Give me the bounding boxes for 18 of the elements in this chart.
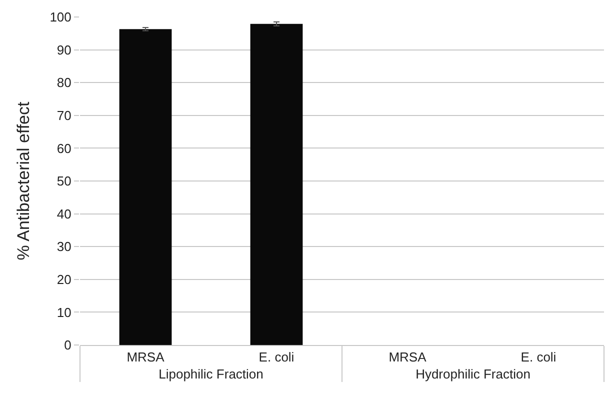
y-tick-label: 0: [64, 338, 72, 353]
y-tick-label: 70: [56, 108, 72, 123]
y-tick-label: 90: [56, 42, 72, 58]
y-tick-label: 50: [56, 174, 72, 189]
y-tick-label: 100: [50, 10, 72, 25]
text: Lipophilic Fraction: [158, 366, 264, 382]
x-tick-label: MRSA: [126, 350, 165, 365]
x-tick-label: MRSA: [388, 350, 427, 365]
y-tick-label: 60: [56, 140, 72, 156]
text: Hydrophilic Fraction: [416, 366, 530, 382]
y-tick-label: 80: [56, 75, 72, 90]
y-tick-label: 10: [56, 304, 72, 320]
y-axis-title: % Antibacterial effect: [14, 102, 34, 260]
y-tick-label: 40: [56, 206, 72, 222]
x-tick-label: E. coli: [520, 350, 556, 365]
y-tick-label: 20: [56, 272, 72, 287]
y-tick-label: 30: [56, 239, 72, 254]
x-tick-label: E. coli: [258, 350, 294, 365]
